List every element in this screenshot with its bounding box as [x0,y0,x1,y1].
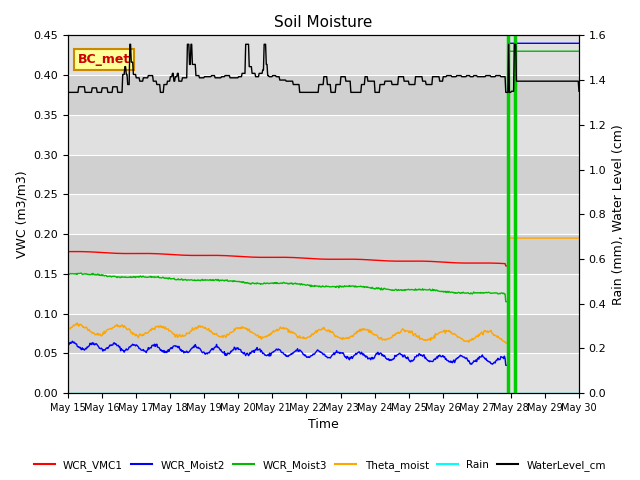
Text: BC_met: BC_met [78,53,131,66]
X-axis label: Time: Time [308,419,339,432]
Bar [68,115,579,155]
Y-axis label: VWC (m3/m3): VWC (m3/m3) [15,170,28,258]
Bar [68,36,579,75]
Bar [68,313,579,353]
Bar [68,274,579,313]
Bar [68,353,579,393]
Bar [68,234,579,274]
Y-axis label: Rain (mm), Water Level (cm): Rain (mm), Water Level (cm) [612,124,625,305]
Bar [68,75,579,115]
Legend: WCR_VMC1, WCR_Moist2, WCR_Moist3, Theta_moist, Rain, WaterLevel_cm: WCR_VMC1, WCR_Moist2, WCR_Moist3, Theta_… [29,456,611,475]
Bar [68,194,579,234]
Bar [68,155,579,194]
Title: Soil Moisture: Soil Moisture [275,15,372,30]
